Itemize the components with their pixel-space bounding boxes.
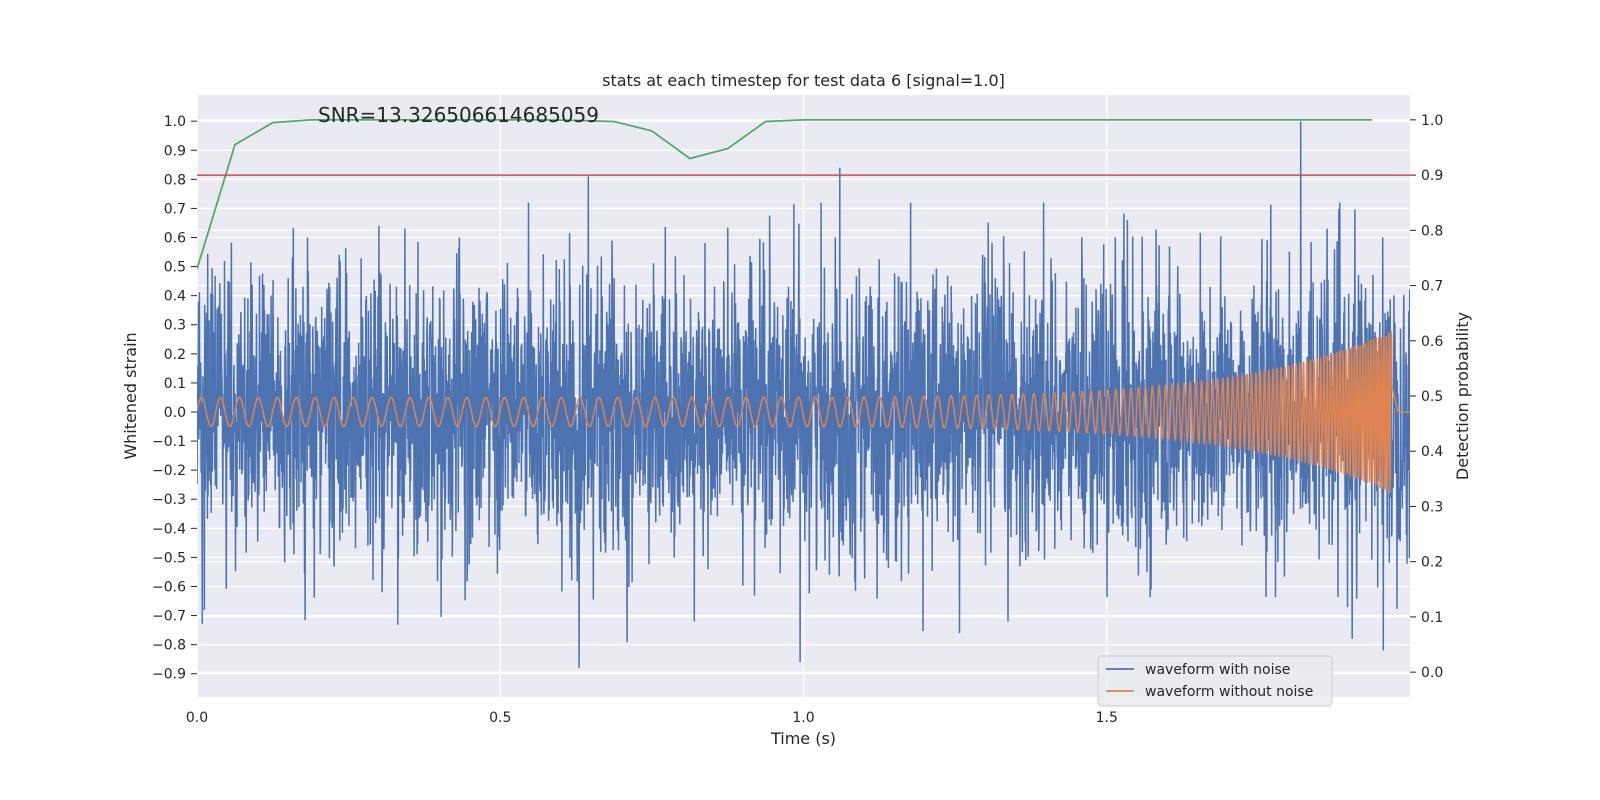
legend-box — [1097, 655, 1333, 707]
y-axis-right-label: Detection probability — [1453, 312, 1472, 480]
snr-annotation: SNR=13.326506614685059 — [318, 103, 599, 127]
series-waveform-with-noise — [197, 121, 1410, 668]
x-tick-label: 1.5 — [1096, 710, 1118, 726]
legend-label-clean: waveform without noise — [1145, 684, 1313, 700]
y-right-tick-label: 0.4 — [1421, 444, 1443, 460]
y-right-tick-label: 0.3 — [1421, 499, 1443, 515]
y-tick-label: 0.3 — [164, 318, 186, 334]
y-tick-label: 1.0 — [164, 114, 186, 130]
series-waveform-without-noise — [197, 330, 1410, 493]
x-tick-label: 0.5 — [489, 710, 511, 726]
series-detection-probability — [197, 119, 1373, 270]
plot-area — [197, 119, 1410, 668]
y-right-tick-label: 0.0 — [1421, 665, 1443, 681]
x-tick-label: 0.0 — [186, 710, 208, 726]
y-tick-label: −0.4 — [152, 521, 186, 537]
series-layer — [197, 119, 1410, 668]
y-tick-label: −0.7 — [152, 609, 186, 625]
y-tick-label: 0.4 — [164, 289, 186, 305]
y-tick-label: −0.6 — [152, 579, 186, 595]
x-tick-label: 1.0 — [792, 710, 814, 726]
y-right-tick-label: 0.9 — [1421, 168, 1443, 184]
y-tick-label: −0.8 — [152, 638, 186, 654]
legend-label-noise: waveform with noise — [1145, 662, 1290, 678]
y-axis-label: Whitened strain — [121, 332, 140, 459]
y-tick-label: 0.8 — [164, 172, 186, 188]
y-tick-label: −0.2 — [152, 463, 186, 479]
y-right-tick-label: 0.7 — [1421, 279, 1443, 295]
y-right-tick-label: 0.1 — [1421, 610, 1443, 626]
y-tick-label: −0.9 — [152, 667, 186, 683]
y-right-tick-label: 0.5 — [1421, 389, 1443, 405]
y-tick-label: 0.9 — [164, 143, 186, 159]
x-axis: 0.0 0.5 1.0 1.5 — [186, 710, 1118, 726]
y-axis-right: 1.0 0.9 0.8 0.7 0.6 0.5 0.4 0.3 0.2 0.1 0.0 — [1410, 113, 1443, 681]
y-tick-label: −0.3 — [152, 492, 186, 508]
y-tick-label: 0.1 — [164, 376, 186, 392]
y-tick-label: 0.5 — [164, 260, 186, 276]
y-tick-label: 0.7 — [164, 201, 186, 217]
legend: waveform with noise waveform without noi… — [1097, 655, 1333, 707]
y-axis-left: 1.0 0.9 0.8 0.7 0.6 0.5 0.4 0.3 0.2 0.1 0.0 −0.1 −0.… — [152, 114, 197, 683]
x-axis-label: Time (s) — [770, 729, 836, 748]
y-right-tick-label: 1.0 — [1421, 113, 1443, 129]
chart-title: stats at each timestep for test data 6 [… — [602, 71, 1005, 90]
y-tick-label: 0.0 — [164, 405, 186, 421]
y-tick-label: −0.1 — [152, 434, 186, 450]
y-tick-label: −0.5 — [152, 550, 186, 566]
y-right-tick-label: 0.6 — [1421, 334, 1443, 350]
y-tick-label: 0.2 — [164, 347, 186, 363]
y-right-tick-label: 0.8 — [1421, 223, 1443, 239]
y-tick-label: 0.6 — [164, 231, 186, 247]
y-right-tick-label: 0.2 — [1421, 555, 1443, 571]
